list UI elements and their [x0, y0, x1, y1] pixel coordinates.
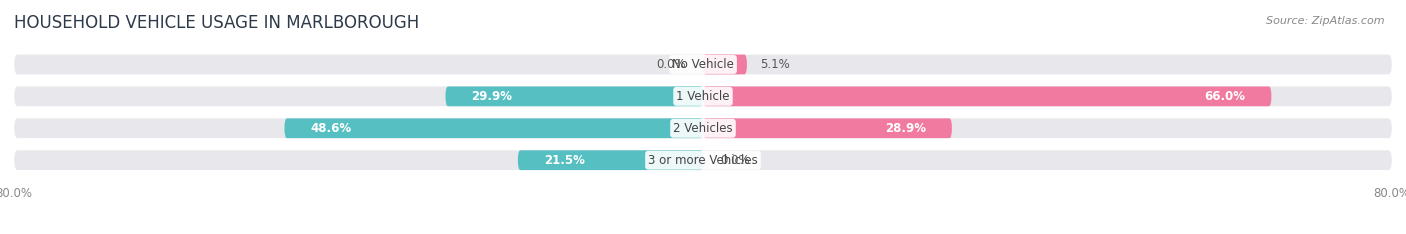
Text: 1 Vehicle: 1 Vehicle [676, 90, 730, 103]
Text: 5.1%: 5.1% [759, 58, 790, 71]
Text: HOUSEHOLD VEHICLE USAGE IN MARLBOROUGH: HOUSEHOLD VEHICLE USAGE IN MARLBOROUGH [14, 14, 419, 32]
FancyBboxPatch shape [703, 87, 1271, 106]
FancyBboxPatch shape [14, 118, 1392, 138]
Text: 0.0%: 0.0% [720, 154, 749, 167]
FancyBboxPatch shape [14, 150, 1392, 170]
FancyBboxPatch shape [703, 118, 952, 138]
FancyBboxPatch shape [703, 55, 747, 74]
Text: 29.9%: 29.9% [471, 90, 512, 103]
Text: No Vehicle: No Vehicle [672, 58, 734, 71]
FancyBboxPatch shape [14, 87, 1392, 106]
Text: 2 Vehicles: 2 Vehicles [673, 122, 733, 135]
Text: 21.5%: 21.5% [544, 154, 585, 167]
FancyBboxPatch shape [517, 150, 703, 170]
FancyBboxPatch shape [14, 55, 1392, 74]
FancyBboxPatch shape [284, 118, 703, 138]
FancyBboxPatch shape [446, 87, 703, 106]
Text: 3 or more Vehicles: 3 or more Vehicles [648, 154, 758, 167]
Text: 0.0%: 0.0% [657, 58, 686, 71]
Text: 48.6%: 48.6% [311, 122, 352, 135]
Text: 66.0%: 66.0% [1205, 90, 1246, 103]
Text: Source: ZipAtlas.com: Source: ZipAtlas.com [1267, 16, 1385, 26]
Text: 28.9%: 28.9% [884, 122, 927, 135]
